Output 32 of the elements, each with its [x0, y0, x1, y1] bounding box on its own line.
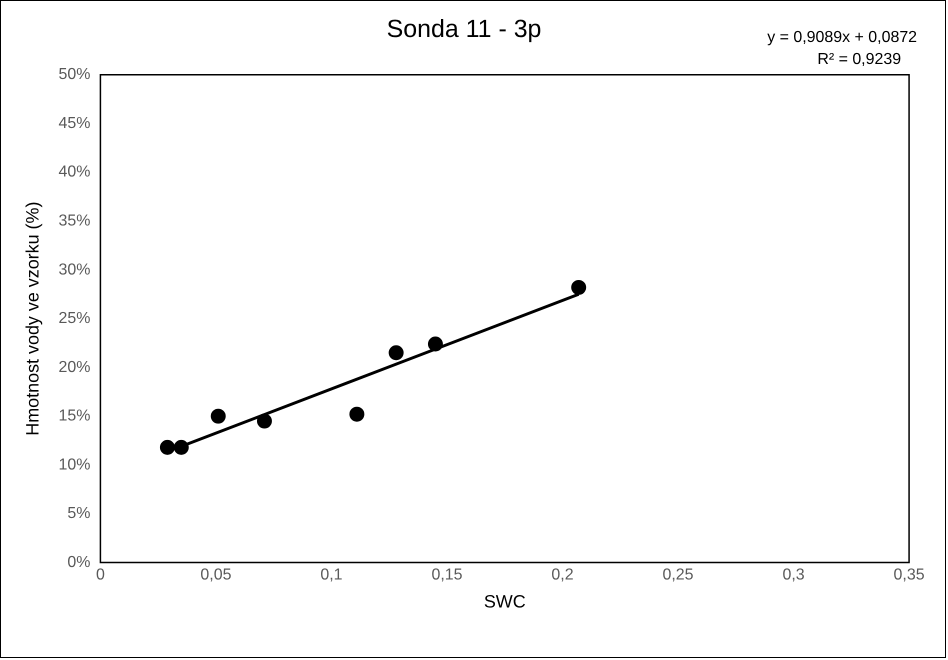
y-tick-label: 45% [58, 114, 90, 132]
x-tick-label: 0,25 [662, 566, 694, 584]
y-axis-title: Hmotnost vody ve vzorku (%) [22, 202, 43, 436]
point [160, 440, 175, 455]
y-tick-label: 35% [58, 212, 90, 230]
text: y = 0,9089x + 0,0872 [767, 28, 918, 46]
x-tick-label: 0,1 [320, 566, 343, 584]
y-tick-label: 10% [58, 456, 90, 474]
y-tick-label: 15% [58, 408, 90, 425]
point [256, 414, 272, 429]
point [174, 440, 189, 455]
x-tick-label: 0,35 [894, 566, 925, 584]
point [349, 406, 364, 422]
x-tick-label: 0 [96, 566, 105, 584]
y-tick-label: 25% [58, 310, 90, 328]
x-tick-label: 0,15 [431, 566, 463, 584]
y-tick-label: 5% [67, 505, 90, 522]
chart-title: Sonda 11 - 3p [386, 14, 542, 43]
x-axis-title: SWC [484, 591, 526, 612]
y-tick-label: 40% [58, 164, 90, 181]
text: R² = 0,9239 [817, 50, 902, 68]
y-tick-label: 0% [67, 554, 90, 571]
point [571, 280, 586, 295]
x-tick-label: 0,3 [782, 566, 805, 584]
y-tick-label: 50% [58, 66, 90, 84]
y-tick-label: 30% [58, 261, 90, 278]
point [388, 345, 404, 360]
x-tick-label: 0,2 [551, 566, 574, 584]
point [210, 408, 226, 424]
y-tick-label: 20% [58, 358, 90, 376]
point [428, 336, 443, 352]
x-tick-label: 0,05 [200, 566, 232, 584]
